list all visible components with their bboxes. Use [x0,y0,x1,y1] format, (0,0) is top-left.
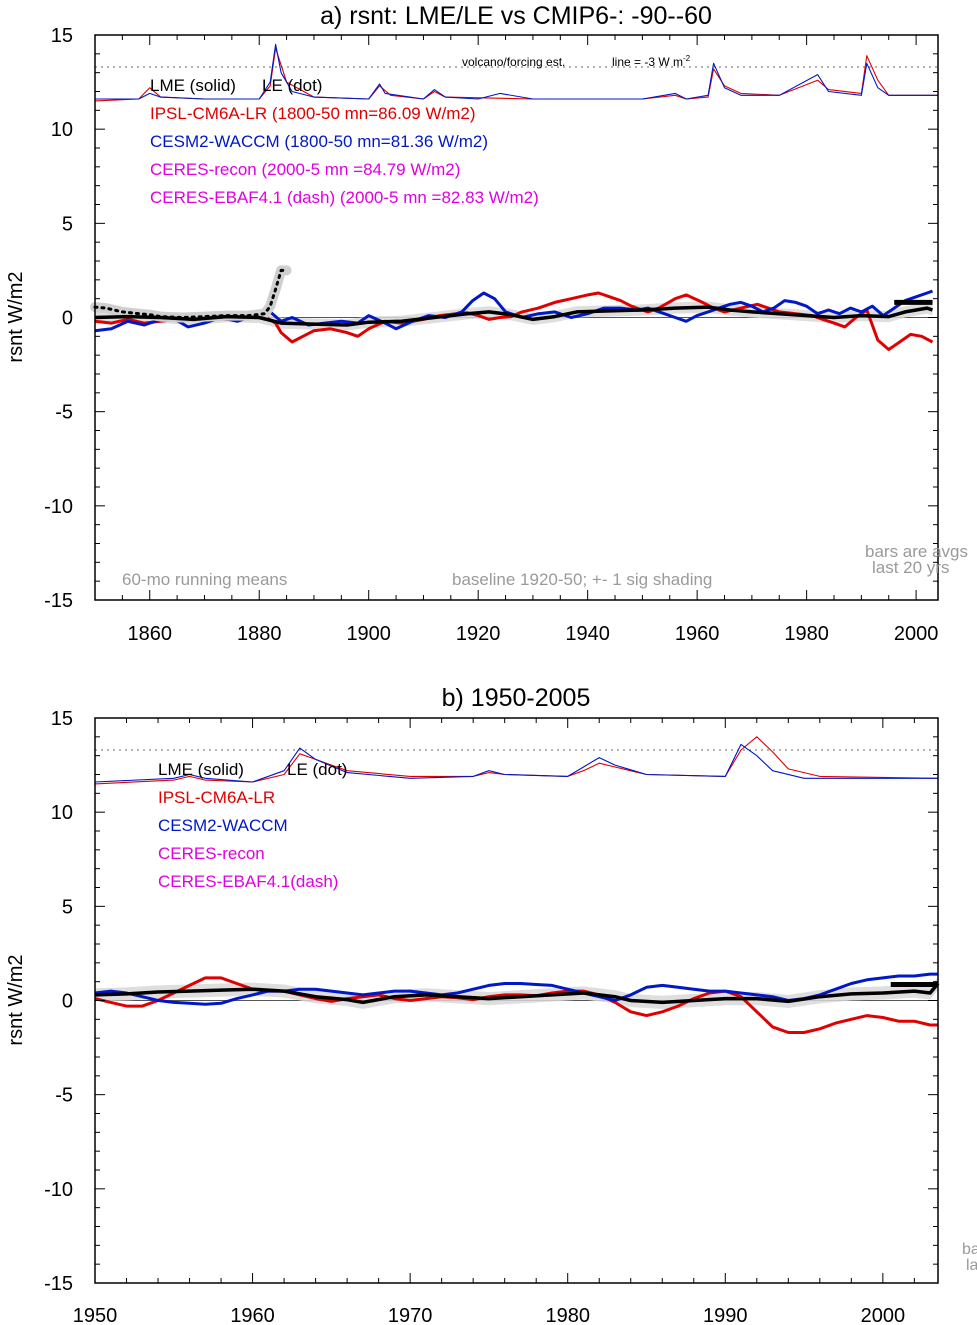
panel-b-series-ipsl-cm6a-lr [94,976,938,1034]
panel-a-ytick-label: -10 [44,496,73,518]
panel-b-xtick-label: 1970 [388,1305,433,1325]
panel-b-clip-note-2: la [966,1257,977,1274]
panel-a-ylabel: rsnt W/m2 [5,271,27,362]
panel-a-legend-le: LE (dot) [262,76,322,95]
panel-b-legend-le: LE (dot) [287,760,347,779]
panel-a-xtick-label: 2000 [894,623,939,645]
panel-a-ytick-label: -15 [44,590,73,612]
panel-a-series [90,43,938,351]
panel-a-ytick-label: 15 [51,25,73,47]
panel-a-frame [94,34,939,601]
panel-b-legend-cesm: CESM2-WACCM [158,816,288,835]
panel-a: a) rsnt: LME/LE vs CMIP6-: -90--60 rsnt … [5,2,968,645]
panel-a-legend-ceres-ebaf: CERES-EBAF4.1 (dash) (2000-5 mn =82.83 W… [150,188,539,207]
panel-b-ytick-label: -10 [44,1179,73,1201]
panel-a-le-shading [90,265,292,323]
panel-b-ytick-label: -5 [55,1085,73,1107]
panel-a-legend-ceres-recon: CERES-recon (2000-5 mn =84.79 W/m2) [150,160,460,179]
panel-b-title: b) 1950-2005 [442,684,591,712]
panel-a-title: a) rsnt: LME/LE vs CMIP6-: -90--60 [320,2,712,30]
panel-b-ytick-label: -15 [44,1273,73,1295]
panel-b: b) 1950-2005 rsnt W/m2 -15 -10 -5 0 5 10 15 195… [5,684,977,1325]
panel-b-legend-ceres-ebaf: CERES-EBAF4.1(dash) [158,872,338,891]
panel-b-axes: -15 -10 -5 0 5 10 15 1950 1960 1970 1980 1990 2000 [44,708,938,1325]
panel-b-ytick-label: 10 [51,802,73,824]
panel-b-xtick-label: 1980 [545,1305,590,1325]
panel-a-ytick-label: 0 [62,308,73,330]
panel-b-xtick-label: 2000 [861,1305,906,1325]
panel-b-xtick-label: 1990 [703,1305,748,1325]
panel-a-ytick-label: -5 [55,402,73,424]
panel-a-xtick-label: 1860 [127,623,172,645]
panel-a-bars-note-2: last 20 yrs [872,558,949,577]
panel-a-axes: -15 -10 -5 0 5 10 15 1860 1880 1900 1920 1940 1960 19… [44,25,938,645]
panel-a-xtick-label: 1900 [346,623,391,645]
panel-a-series-le-dot [93,268,289,319]
panel-a-baseline-note: baseline 1920-50; +- 1 sig shading [452,570,712,589]
panel-b-xtick-label: 1960 [230,1305,275,1325]
panel-b-ylabel: rsnt W/m2 [5,954,27,1045]
panel-a-xtick-label: 1980 [784,623,829,645]
panel-b-legend-ceres-recon: CERES-recon [158,844,265,863]
panel-a-xtick-label: 1880 [237,623,282,645]
panel-a-ytick-label: 5 [62,213,73,235]
panel-b-clip-note-1: ba [962,1241,977,1258]
panel-b-legend-lme: LME (solid) [158,760,244,779]
panel-a-xtick-label: 1920 [456,623,501,645]
panel-a-ytick-label: 10 [51,119,73,141]
panel-a-running-note: 60-mo running means [122,570,287,589]
panel-a-legend-ipsl: IPSL-CM6A-LR (1800-50 mn=86.09 W/m2) [150,104,476,123]
panel-b-ytick-label: 15 [51,708,73,730]
panel-a-xtick-label: 1940 [565,623,610,645]
panel-a-series-ipsl-cm6a-lr [94,291,934,351]
panel-b-series-lme-solid [94,982,940,1005]
panel-a-xtick-label: 1960 [675,623,720,645]
panel-b-series [94,736,940,1034]
panel-b-frame [94,717,939,1284]
panel-a-series-lme-solid [94,305,934,327]
panel-b-ytick-label: 5 [62,896,73,918]
panel-b-xtick-label: 1950 [73,1305,118,1325]
panel-a-line-note: line = -3 W m-2 [612,54,691,69]
panel-a-bars-note-1: bars are avgs [865,542,968,561]
panel-b-series-volcano-lme [94,743,938,783]
panel-a-series-volcano-lme [95,43,938,100]
panel-b-ytick-label: 0 [62,991,73,1013]
panel-a-volcano-note: volcano/forcing est. [462,55,565,69]
panel-a-legend-cesm: CESM2-WACCM (1800-50 mn=81.36 W/m2) [150,132,488,151]
panel-b-lme-shading [95,976,938,1009]
panel-b-legend-ipsl: IPSL-CM6A-LR [158,788,275,807]
panel-a-legend-lme: LME (solid) [150,76,236,95]
